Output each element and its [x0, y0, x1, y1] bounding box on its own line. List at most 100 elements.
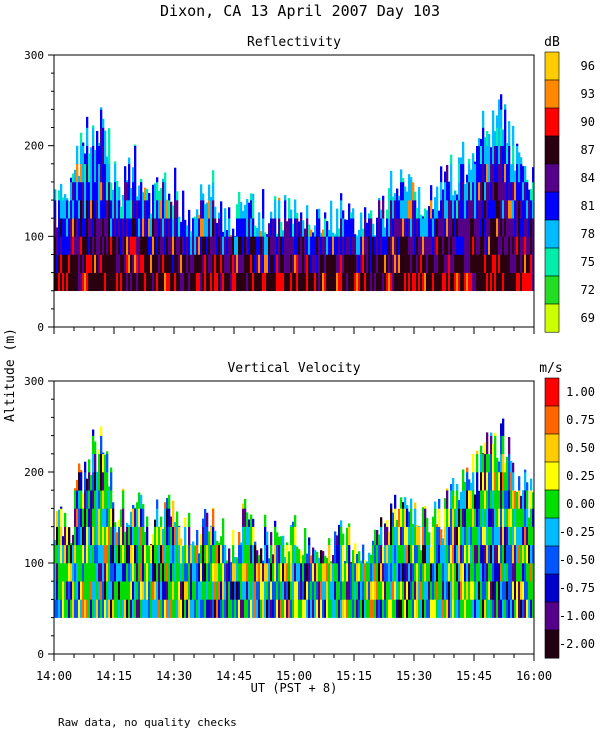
heatmap-cell — [192, 581, 195, 600]
heatmap-cell — [90, 254, 93, 273]
heatmap-cell — [472, 526, 475, 546]
heatmap-cell — [276, 563, 279, 582]
heatmap-cell — [452, 195, 455, 201]
heatmap-cell — [126, 581, 129, 600]
heatmap-cell — [90, 599, 93, 618]
heatmap-cell — [532, 599, 535, 618]
heatmap-cell — [174, 581, 177, 600]
heatmap-cell — [500, 490, 503, 509]
heatmap-cell — [510, 181, 513, 201]
heatmap-cell — [368, 581, 371, 600]
heatmap-cell — [422, 563, 425, 582]
heatmap-cell — [368, 213, 371, 219]
heatmap-cell — [506, 218, 509, 237]
heatmap-cell — [482, 127, 485, 146]
heatmap-cell — [494, 599, 497, 618]
heatmap-cell — [502, 490, 505, 509]
heatmap-cell — [420, 581, 423, 600]
heatmap-cell — [266, 234, 269, 237]
heatmap-cell — [468, 479, 471, 491]
heatmap-cell — [528, 517, 531, 527]
heatmap-cell — [80, 490, 83, 509]
heatmap-cell — [174, 563, 177, 582]
heatmap-cell — [188, 512, 191, 527]
heatmap-cell — [408, 174, 411, 183]
heatmap-cell — [200, 272, 203, 292]
heatmap-cell — [382, 254, 385, 273]
heatmap-cell — [364, 236, 367, 255]
heatmap-cell — [366, 561, 369, 564]
heatmap-cell — [486, 453, 489, 473]
heatmap-cell — [250, 563, 253, 582]
heatmap-cell — [122, 236, 125, 255]
heatmap-cell — [348, 581, 351, 600]
heatmap-cell — [148, 200, 151, 219]
heatmap-cell — [530, 544, 533, 564]
heatmap-cell — [210, 526, 213, 546]
heatmap-cell — [464, 581, 467, 600]
heatmap-cell — [520, 495, 523, 509]
heatmap-cell — [444, 181, 447, 201]
heatmap-cell — [250, 193, 253, 201]
heatmap-cell — [72, 173, 75, 183]
heatmap-cell — [304, 528, 307, 546]
heatmap-cell — [82, 142, 85, 146]
heatmap-cell — [450, 154, 453, 165]
heatmap-cell — [344, 254, 347, 273]
heatmap-cell — [58, 509, 61, 527]
heatmap-cell — [488, 563, 491, 582]
heatmap-cell — [402, 272, 405, 292]
heatmap-cell — [330, 272, 333, 292]
heatmap-cell — [510, 460, 513, 473]
heatmap-cell — [338, 544, 341, 564]
heatmap-cell — [64, 236, 67, 255]
heatmap-cell — [398, 563, 401, 582]
heatmap-cell — [188, 272, 191, 292]
heatmap-cell — [222, 231, 225, 237]
heatmap-cell — [242, 508, 245, 527]
heatmap-cell — [346, 254, 349, 273]
heatmap-cell — [286, 599, 289, 618]
heatmap-cell — [524, 165, 527, 183]
heatmap-cell — [172, 599, 175, 618]
heatmap-cell — [508, 121, 511, 128]
heatmap-cell — [462, 181, 465, 201]
heatmap-cell — [222, 518, 225, 527]
heatmap-cell — [144, 272, 147, 292]
heatmap-cell — [352, 599, 355, 618]
heatmap-cell — [78, 599, 81, 618]
heatmap-cell — [416, 236, 419, 255]
heatmap-cell — [392, 599, 395, 618]
heatmap-cell — [412, 599, 415, 618]
heatmap-cell — [108, 218, 111, 237]
heatmap-cell — [448, 272, 451, 292]
heatmap-cell — [416, 544, 419, 564]
heatmap-cell — [154, 183, 157, 201]
heatmap-cell — [110, 254, 113, 273]
heatmap-cell — [446, 272, 449, 292]
heatmap-cell — [96, 508, 99, 527]
heatmap-cell — [522, 526, 525, 546]
heatmap-cell — [378, 272, 381, 292]
heatmap-cell — [58, 581, 61, 600]
heatmap-cell — [176, 511, 179, 527]
heatmap-cell — [108, 163, 111, 183]
heatmap-cell — [492, 490, 495, 509]
heatmap-cell — [194, 563, 197, 582]
heatmap-cell — [348, 236, 351, 255]
heatmap-cell — [98, 526, 101, 546]
heatmap-cell — [358, 272, 361, 292]
heatmap-cell — [244, 508, 247, 527]
heatmap-cell — [110, 526, 113, 546]
heatmap-cell — [508, 490, 511, 509]
heatmap-cell — [152, 599, 155, 618]
heatmap-cell — [492, 563, 495, 582]
heatmap-cell — [174, 526, 177, 546]
heatmap-cell — [424, 208, 427, 219]
heatmap-cell — [220, 536, 223, 546]
colorbar-swatch — [544, 489, 560, 519]
heatmap-cell — [216, 544, 219, 564]
heatmap-cell — [486, 218, 489, 237]
heatmap-cell — [156, 508, 159, 527]
